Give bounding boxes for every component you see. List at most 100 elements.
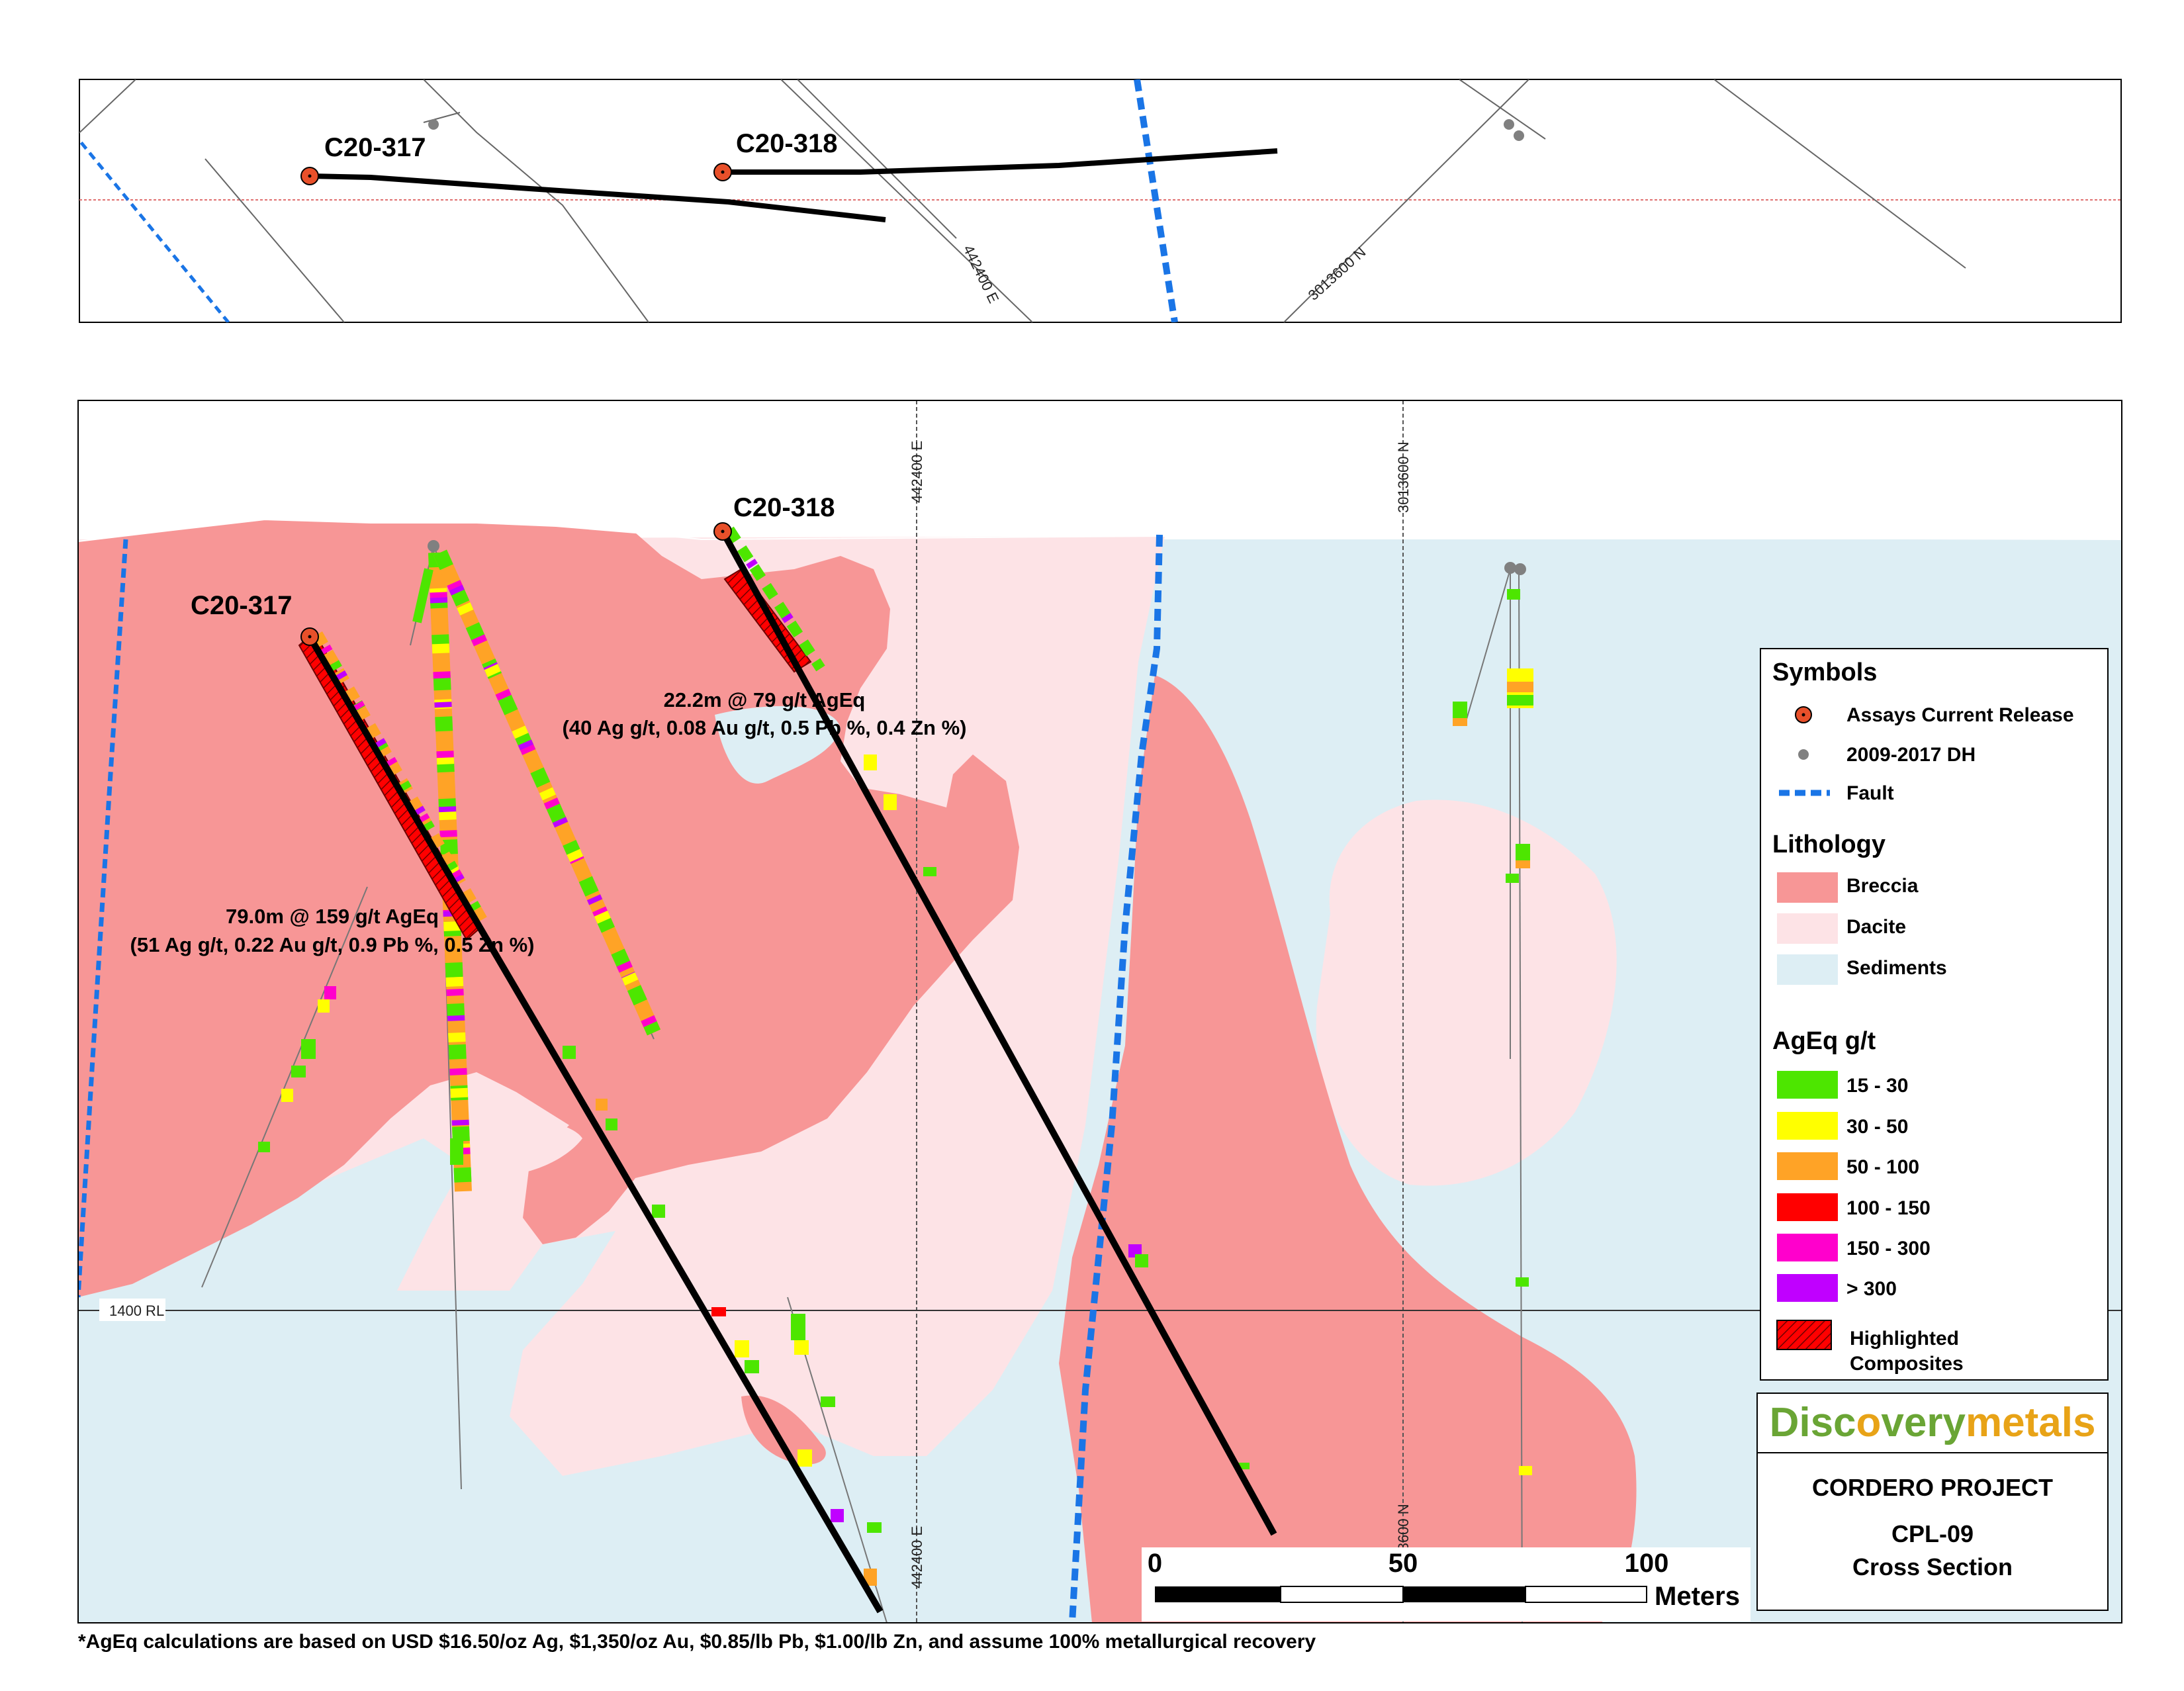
assay-segment bbox=[1135, 1254, 1148, 1267]
assay-segment bbox=[1238, 1463, 1250, 1469]
rl-label-bg bbox=[99, 1299, 165, 1321]
section-type: Cross Section bbox=[1852, 1553, 2013, 1580]
historic-hole-icon bbox=[1798, 749, 1809, 760]
legend-symbol-label: Fault bbox=[1846, 782, 1894, 804]
section-contents: 1400 RL bbox=[78, 400, 2122, 1623]
collar-dot-icon bbox=[1801, 713, 1805, 717]
assay-segment bbox=[1507, 589, 1520, 600]
section-id: CPL-09 bbox=[1891, 1520, 1974, 1547]
lithology-dacite bbox=[1316, 800, 1617, 1186]
title-block: Discoverymetals CORDERO PROJECT CPL-09 C… bbox=[1756, 1393, 2109, 1611]
highlight-swatch bbox=[1776, 1320, 1832, 1350]
legend-grade-label: 50 - 100 bbox=[1846, 1156, 1919, 1178]
assay-segment bbox=[1516, 1277, 1529, 1287]
grade-swatch bbox=[1777, 1274, 1838, 1302]
plan-contacts bbox=[79, 79, 1966, 322]
assay-segment bbox=[791, 1314, 805, 1340]
assay-segment bbox=[864, 754, 877, 770]
legend-grade-label: > 300 bbox=[1846, 1278, 1897, 1300]
footnote: *AgEq calculations are based on USD $16.… bbox=[78, 1631, 1316, 1653]
grade-swatch bbox=[1777, 1193, 1838, 1221]
assay-segment bbox=[821, 1396, 835, 1407]
assay-segment bbox=[652, 1205, 665, 1218]
assay-segment bbox=[923, 867, 936, 876]
assay-segment bbox=[301, 1039, 316, 1059]
section-hole-label: C20-317 bbox=[191, 591, 292, 620]
section-frame bbox=[77, 400, 2122, 1623]
lithology-swatch-sediments bbox=[1777, 954, 1838, 985]
legend-highlight-label: Highlighted bbox=[1850, 1328, 1959, 1349]
intercept-detail-c20-318: (40 Ag g/t, 0.08 Au g/t, 0.5 Pb %, 0.4 Z… bbox=[563, 716, 967, 739]
plan-view-map: C20-317 C20-318 442400 E 3013600 N bbox=[79, 79, 2122, 323]
plan-hole-label: C20-318 bbox=[736, 129, 837, 158]
section-hole-label: C20-318 bbox=[733, 493, 835, 522]
assay-segment bbox=[745, 1360, 759, 1373]
assay-segment bbox=[831, 1509, 844, 1522]
assay-segment bbox=[258, 1142, 270, 1152]
scale-bar-bg bbox=[1142, 1547, 1751, 1622]
grade-swatch bbox=[1777, 1112, 1838, 1140]
collar-dot-icon bbox=[721, 529, 725, 533]
assay-segment bbox=[1516, 860, 1530, 868]
grid-label-easting: 442400 E bbox=[909, 1526, 925, 1588]
assay-segment bbox=[794, 1340, 809, 1355]
fault-line bbox=[79, 138, 230, 322]
intercept-label-c20-317: 79.0m @ 159 g/t AgEq bbox=[226, 905, 439, 928]
legend-grade-label: 30 - 50 bbox=[1846, 1116, 1908, 1138]
assay-segment bbox=[1453, 718, 1467, 726]
assay-segment bbox=[433, 549, 661, 1036]
assay-segment bbox=[606, 1119, 617, 1130]
plan-view-frame bbox=[79, 79, 2122, 323]
drillhole-trace-c20-317 bbox=[309, 173, 886, 222]
rl-label: 1400 RL bbox=[109, 1303, 164, 1319]
assay-segment bbox=[1519, 1466, 1532, 1475]
project-title: CORDERO PROJECT bbox=[1812, 1474, 2053, 1501]
scale-bar-segment bbox=[1155, 1586, 1281, 1602]
assay-segment bbox=[711, 1307, 726, 1316]
historic-hole-icon bbox=[1514, 563, 1526, 575]
lithology-dacite bbox=[454, 1118, 582, 1176]
grade-swatch bbox=[1777, 1152, 1838, 1180]
assay-segment bbox=[433, 549, 661, 1036]
scale-bar-unit: Meters bbox=[1655, 1582, 1740, 1611]
intercept-label-c20-318: 22.2m @ 79 g/t AgEq bbox=[664, 688, 866, 711]
current-assay-composites bbox=[313, 526, 1250, 1586]
scale-bar-segment bbox=[1280, 1586, 1404, 1603]
assay-segment bbox=[1516, 844, 1530, 864]
legend-lithology-label: Sediments bbox=[1846, 957, 1947, 979]
legend-highlight-label: Composites bbox=[1850, 1353, 1964, 1375]
scale-bar-segment bbox=[1525, 1586, 1647, 1603]
assay-segment bbox=[412, 568, 433, 623]
drillhole-trace-c20-318 bbox=[719, 529, 1277, 1536]
assay-segment bbox=[1506, 874, 1519, 883]
collar-dot-icon bbox=[308, 635, 312, 639]
drillhole-trace-c20-318 bbox=[723, 148, 1278, 175]
legend-lithology-label: Breccia bbox=[1846, 875, 1919, 897]
drillhole-trace-c20-317 bbox=[306, 635, 884, 1614]
legend-grade-label: 15 - 30 bbox=[1846, 1075, 1908, 1097]
historic-hole-icon bbox=[428, 119, 439, 130]
historic-hole-icon bbox=[428, 540, 439, 552]
historic-hole-icon bbox=[1504, 562, 1516, 574]
intercept-detail-c20-317: (51 Ag g/t, 0.22 Au g/t, 0.9 Pb %, 0.5 Z… bbox=[130, 933, 535, 956]
topographic-surface bbox=[78, 518, 2122, 542]
assay-segment bbox=[1507, 695, 1533, 706]
assay-segment bbox=[563, 1046, 576, 1059]
cross-section-map: 1400 RL bbox=[77, 400, 2122, 1623]
lithology-sediments bbox=[715, 706, 841, 784]
assay-segment bbox=[450, 1138, 463, 1165]
assay-segment bbox=[313, 631, 491, 929]
historic-hole-icon bbox=[1504, 119, 1514, 130]
company-logo: Discoverymetals bbox=[1770, 1400, 2096, 1445]
assay-segment bbox=[725, 526, 825, 672]
grid-label-northing: 3013600 N bbox=[1395, 441, 1412, 513]
assay-segment bbox=[596, 1099, 608, 1111]
grade-swatch bbox=[1777, 1071, 1838, 1099]
lithology-breccia bbox=[1059, 675, 1637, 1623]
legend-lithology-title: Lithology bbox=[1772, 831, 1886, 858]
scale-bar-label: 0 bbox=[1148, 1549, 1162, 1578]
fault-line bbox=[1134, 79, 1178, 322]
assay-segment bbox=[864, 1569, 877, 1586]
scale-bar-segment bbox=[1403, 1586, 1525, 1602]
